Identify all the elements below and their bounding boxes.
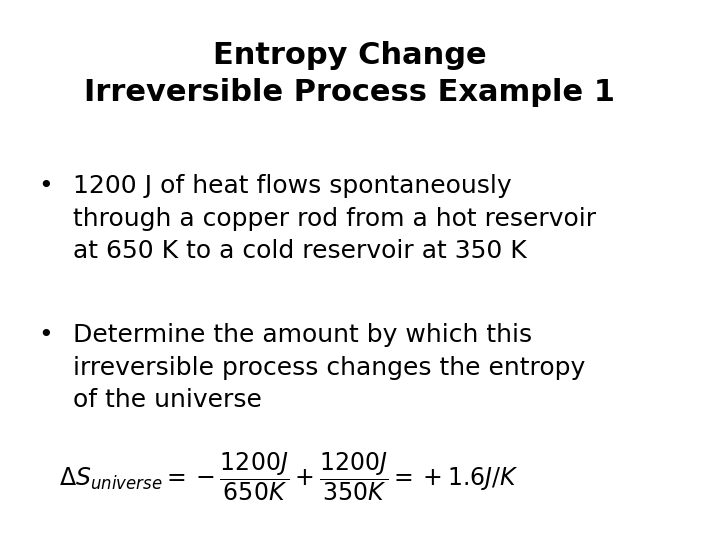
Text: •: • xyxy=(39,323,53,347)
Text: 1200 J of heat flows spontaneously
through a copper rod from a hot reservoir
at : 1200 J of heat flows spontaneously throu… xyxy=(73,174,596,264)
Text: Determine the amount by which this
irreversible process changes the entropy
of t: Determine the amount by which this irrev… xyxy=(73,323,585,412)
Text: •: • xyxy=(39,174,53,198)
Text: $\Delta S_{universe} = -\dfrac{1200J}{650K} + \dfrac{1200J}{350K} = +1.6J/K$: $\Delta S_{universe} = -\dfrac{1200J}{65… xyxy=(60,451,519,503)
Text: Entropy Change
Irreversible Process Example 1: Entropy Change Irreversible Process Exam… xyxy=(84,42,615,107)
